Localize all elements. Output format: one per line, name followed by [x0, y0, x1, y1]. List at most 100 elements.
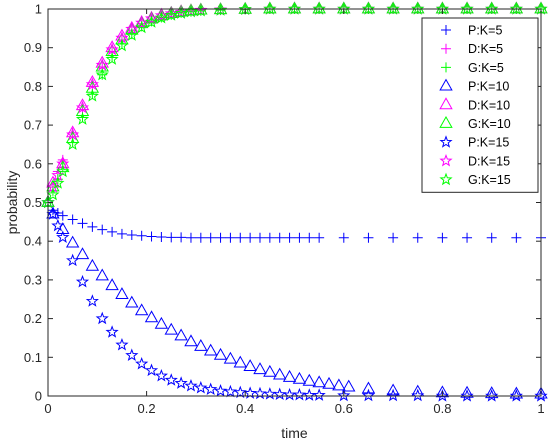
- data-point-star: [115, 337, 129, 351]
- data-point-triangle: [105, 278, 119, 291]
- data-point-plus: [97, 224, 108, 235]
- data-point-star: [144, 11, 159, 25]
- data-point-star: [184, 379, 198, 392]
- data-point-triangle: [144, 310, 159, 323]
- data-point-plus: [176, 232, 187, 243]
- data-point-star: [174, 6, 188, 19]
- legend-entry: D:K=15: [439, 153, 510, 168]
- data-point-star: [95, 311, 109, 325]
- data-point-star: [95, 67, 109, 81]
- legend: P:K=5 D:K=5 G:K=5 P:K=10 D:K=10 G:K=10 P:K=15 D…: [421, 17, 539, 193]
- data-point-triangle: [134, 16, 149, 29]
- data-point-star: [46, 187, 60, 201]
- data-point-plus: [254, 232, 265, 243]
- x-axis-label: time: [281, 425, 308, 441]
- x-tick-label: 0.2: [138, 401, 156, 416]
- data-point-star: [194, 3, 208, 16]
- legend-label: G:K=15: [468, 173, 511, 187]
- data-point-plus: [511, 232, 522, 243]
- data-point-triangle: [342, 379, 356, 392]
- data-point-triangle: [164, 322, 178, 335]
- data-point-star: [105, 42, 119, 56]
- data-point-plus: [338, 232, 349, 243]
- legend-label: D:K=5: [468, 42, 503, 56]
- data-point-plus: [294, 232, 305, 243]
- data-point-plus: [264, 232, 275, 243]
- data-point-star: [174, 376, 188, 389]
- data-point-triangle: [282, 369, 297, 382]
- data-point-star: [85, 294, 99, 307]
- data-point-star: [75, 112, 90, 125]
- data-point-star: [164, 6, 178, 20]
- data-point-star: [66, 127, 80, 141]
- legend-marker: [439, 115, 453, 128]
- data-point-triangle: [233, 355, 247, 368]
- data-point-plus: [107, 226, 118, 237]
- data-point-triangle: [361, 381, 376, 394]
- data-point-triangle: [484, 386, 499, 399]
- y-tick-label: 0.6: [24, 156, 42, 171]
- data-point-star: [204, 382, 218, 396]
- data-point-triangle: [125, 295, 139, 308]
- data-point-star: [337, 388, 351, 402]
- data-point-triangle: [194, 338, 208, 351]
- legend-marker: [441, 43, 451, 54]
- data-point-star: [509, 389, 523, 402]
- data-point-star: [233, 385, 247, 399]
- data-point-star: [164, 373, 178, 386]
- legend-marker: [441, 62, 451, 73]
- legend-marker: [439, 97, 453, 110]
- data-point-plus: [67, 214, 78, 225]
- data-point-triangle: [302, 373, 316, 386]
- y-tick-label: 0.7: [24, 118, 42, 133]
- data-point-star: [485, 389, 499, 402]
- legend-marker: [441, 25, 451, 35]
- data-point-triangle: [243, 359, 257, 371]
- data-point-star: [154, 368, 168, 382]
- data-point-triangle: [56, 222, 70, 234]
- y-tick-label: 0.4: [24, 234, 42, 249]
- data-point-triangle: [65, 235, 80, 248]
- data-point-star: [154, 8, 168, 22]
- data-point-plus: [412, 232, 423, 243]
- x-tick-label: 0: [44, 401, 51, 416]
- y-tick-label: 1: [35, 2, 42, 17]
- data-point-plus: [87, 221, 98, 232]
- data-point-triangle: [144, 11, 159, 24]
- legend-entry: D:K=10: [439, 97, 510, 112]
- data-point-plus: [437, 232, 448, 243]
- data-point-triangle: [46, 175, 60, 188]
- data-point-star: [386, 2, 400, 15]
- data-point-triangle: [460, 385, 474, 398]
- data-point-triangle: [386, 383, 400, 396]
- data-point-triangle: [292, 371, 307, 384]
- data-point-plus: [388, 232, 399, 243]
- data-point-star: [435, 389, 449, 402]
- data-point-star: [213, 3, 228, 16]
- data-point-plus: [77, 218, 88, 229]
- data-point-plus: [116, 228, 127, 239]
- data-point-star: [105, 325, 119, 338]
- data-point-triangle: [154, 316, 169, 329]
- data-point-triangle: [203, 343, 218, 356]
- legend-box: [421, 17, 539, 193]
- data-point-plus: [235, 232, 246, 243]
- data-point-plus: [215, 232, 226, 243]
- data-point-plus: [156, 231, 167, 242]
- legend-label: D:K=10: [468, 98, 510, 112]
- data-point-star: [56, 230, 70, 243]
- data-point-star: [174, 5, 188, 18]
- y-tick-label: 0.9: [24, 40, 42, 55]
- legend-label: P:K=5: [468, 24, 502, 38]
- data-point-plus: [284, 232, 295, 243]
- legend-entry: G:K=5: [441, 61, 504, 75]
- data-point-star: [460, 389, 474, 402]
- data-point-plus: [136, 230, 147, 241]
- data-point-star: [51, 176, 65, 189]
- data-point-star: [485, 2, 499, 15]
- x-tick-label: 1: [537, 401, 544, 416]
- data-point-triangle: [322, 376, 336, 389]
- data-point-star: [361, 388, 376, 402]
- data-point-triangle: [95, 268, 109, 281]
